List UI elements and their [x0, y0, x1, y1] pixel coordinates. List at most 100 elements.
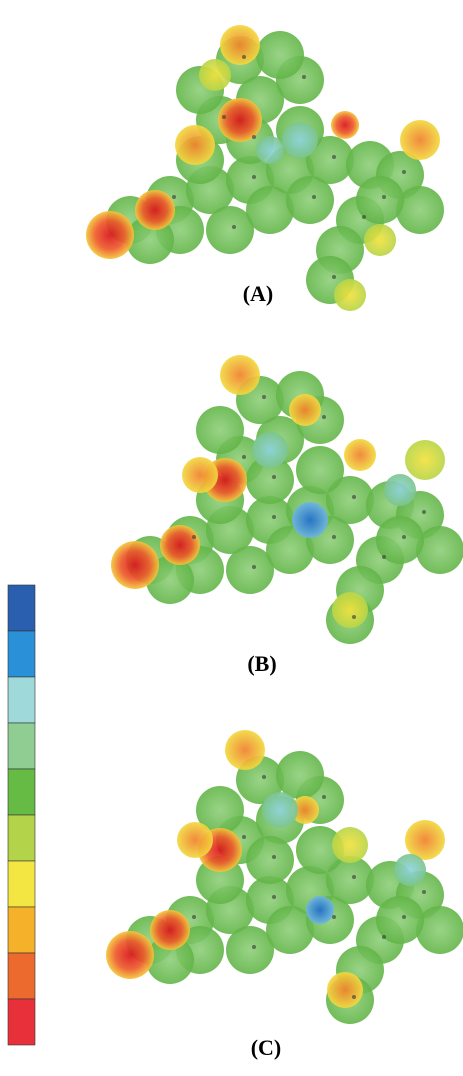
atom-dot: [322, 795, 326, 799]
atom-dot: [352, 995, 356, 999]
panel-label: (C): [251, 1035, 282, 1060]
atom-dot: [262, 775, 266, 779]
color-swatch: [8, 815, 35, 861]
molecule-maps: [86, 25, 463, 1024]
atom-dot: [352, 615, 356, 619]
potential-region: [256, 136, 284, 164]
surface-blob: [396, 186, 444, 234]
page: {"panels": [{"label": "(A)"}, {"label": …: [0, 0, 463, 1076]
potential-region: [334, 279, 366, 311]
potential-region: [220, 355, 260, 395]
potential-region: [218, 98, 262, 142]
potential-region: [106, 931, 154, 979]
surface-blob: [276, 751, 324, 799]
figure: (A) (B) (C): [0, 0, 463, 1076]
color-swatch: [8, 861, 35, 907]
potential-region: [289, 394, 321, 426]
potential-region: [344, 439, 376, 471]
atom-dot: [252, 945, 256, 949]
potential-region: [182, 457, 218, 493]
atom-dot: [422, 510, 426, 514]
atom-dot: [332, 275, 336, 279]
atom-dot: [312, 195, 316, 199]
surface-blob: [296, 446, 344, 494]
potential-region: [86, 211, 134, 259]
potential-region: [405, 820, 445, 860]
potential-region: [111, 541, 159, 589]
molecule-surface: [86, 25, 444, 311]
atom-dot: [272, 895, 276, 899]
atom-dot: [402, 170, 406, 174]
potential-region: [225, 730, 265, 770]
surface-blob: [196, 406, 244, 454]
atom-dot: [272, 475, 276, 479]
surface-blob: [246, 836, 294, 884]
atom-dot: [272, 855, 276, 859]
color-swatch: [8, 677, 35, 723]
color-swatch: [8, 953, 35, 999]
atom-dot: [402, 915, 406, 919]
atom-dot: [252, 565, 256, 569]
atom-dot: [402, 535, 406, 539]
potential-region: [135, 190, 175, 230]
atom-dot: [272, 515, 276, 519]
potential-region: [400, 120, 440, 160]
potential-region: [160, 525, 200, 565]
potential-region: [331, 111, 359, 139]
atom-dot: [382, 935, 386, 939]
color-swatch: [8, 723, 35, 769]
atom-dot: [382, 195, 386, 199]
atom-dot: [302, 75, 306, 79]
color-scale: [8, 585, 35, 1045]
surface-blob: [246, 186, 294, 234]
surface-blob: [416, 906, 463, 954]
color-swatch: [8, 769, 35, 815]
potential-region: [220, 25, 260, 65]
color-swatch: [8, 999, 35, 1045]
atom-dot: [192, 535, 196, 539]
atom-dot: [362, 215, 366, 219]
atom-dot: [192, 915, 196, 919]
atom-dot: [322, 415, 326, 419]
atom-dot: [352, 875, 356, 879]
atom-dot: [232, 225, 236, 229]
atom-dot: [382, 555, 386, 559]
color-swatch: [8, 585, 35, 631]
surface-blob: [256, 31, 304, 79]
potential-region: [175, 125, 215, 165]
potential-region: [405, 440, 445, 480]
potential-region: [332, 827, 368, 863]
atom-dot: [332, 155, 336, 159]
atom-dot: [332, 915, 336, 919]
potential-region: [332, 592, 368, 628]
potential-region: [292, 502, 328, 538]
potential-region: [282, 122, 318, 158]
atom-dot: [262, 395, 266, 399]
panel-label: (B): [247, 651, 276, 676]
potential-region: [252, 432, 288, 468]
potential-region: [262, 792, 298, 828]
atom-dot: [242, 455, 246, 459]
potential-region: [306, 896, 334, 924]
atom-dot: [352, 495, 356, 499]
potential-region: [394, 854, 426, 886]
surface-blob: [286, 176, 334, 224]
panel-label: (A): [243, 281, 274, 306]
atom-dot: [332, 535, 336, 539]
molecule-surface: [111, 355, 463, 644]
atom-dot: [222, 115, 226, 119]
atom-dot: [242, 835, 246, 839]
potential-region: [327, 972, 363, 1008]
atom-dot: [422, 890, 426, 894]
potential-region: [177, 822, 213, 858]
atom-dot: [172, 195, 176, 199]
atom-dot: [252, 135, 256, 139]
surface-blob: [416, 526, 463, 574]
potential-region: [199, 59, 231, 91]
color-swatch: [8, 631, 35, 677]
potential-region: [150, 910, 190, 950]
potential-region: [364, 224, 396, 256]
color-swatch: [8, 907, 35, 953]
atom-dot: [242, 55, 246, 59]
molecule-surface: [106, 730, 463, 1024]
